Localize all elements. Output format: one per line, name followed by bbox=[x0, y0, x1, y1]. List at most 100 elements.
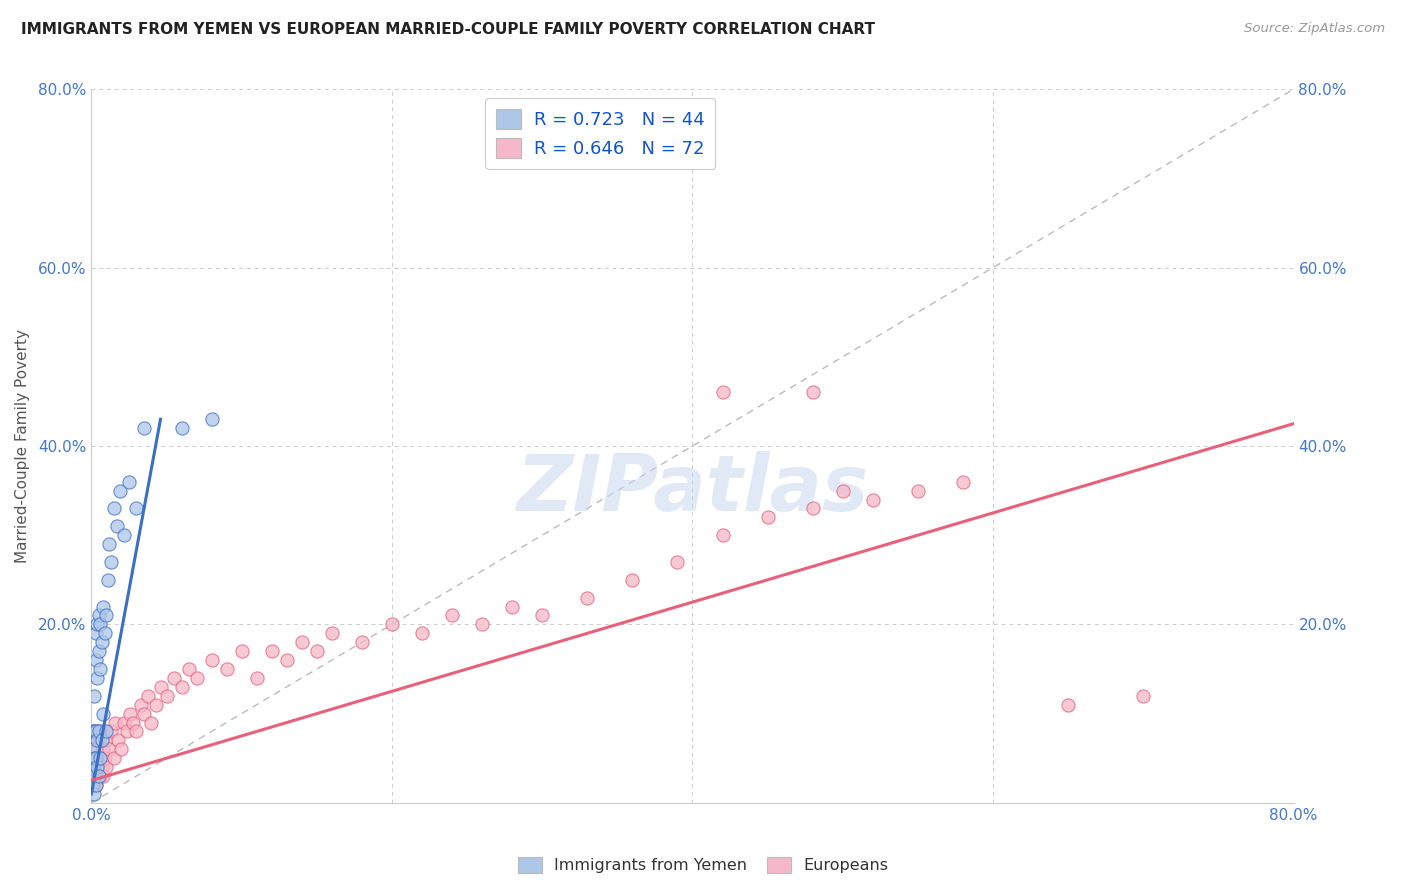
Point bbox=[350, 635, 373, 649]
Point bbox=[96, 724, 118, 739]
Point bbox=[831, 483, 853, 498]
Point bbox=[89, 733, 111, 747]
Point bbox=[105, 519, 128, 533]
Point bbox=[501, 599, 523, 614]
Point bbox=[1132, 689, 1154, 703]
Point bbox=[125, 724, 148, 739]
Point bbox=[141, 715, 163, 730]
Point bbox=[104, 715, 127, 730]
Point bbox=[89, 662, 111, 676]
Point bbox=[82, 742, 104, 756]
Point bbox=[87, 644, 110, 658]
Point bbox=[86, 617, 108, 632]
Text: IMMIGRANTS FROM YEMEN VS EUROPEAN MARRIED-COUPLE FAMILY POVERTY CORRELATION CHAR: IMMIGRANTS FROM YEMEN VS EUROPEAN MARRIE… bbox=[21, 22, 875, 37]
Point bbox=[83, 751, 105, 765]
Point bbox=[291, 635, 314, 649]
Point bbox=[132, 706, 155, 721]
Point bbox=[86, 760, 108, 774]
Point bbox=[801, 501, 824, 516]
Point bbox=[1057, 698, 1080, 712]
Point bbox=[108, 483, 131, 498]
Point bbox=[305, 644, 328, 658]
Point bbox=[138, 689, 160, 703]
Point bbox=[177, 662, 200, 676]
Point bbox=[83, 724, 105, 739]
Point bbox=[118, 475, 141, 489]
Point bbox=[907, 483, 929, 498]
Point bbox=[100, 555, 122, 569]
Point bbox=[84, 751, 107, 765]
Point bbox=[89, 751, 111, 765]
Point bbox=[84, 626, 107, 640]
Point bbox=[82, 778, 104, 792]
Point bbox=[83, 787, 105, 801]
Point bbox=[83, 769, 105, 783]
Legend: R = 0.723   N = 44, R = 0.646   N = 72: R = 0.723 N = 44, R = 0.646 N = 72 bbox=[485, 98, 716, 169]
Point bbox=[84, 751, 107, 765]
Point bbox=[97, 573, 120, 587]
Point bbox=[114, 528, 136, 542]
Point bbox=[471, 617, 494, 632]
Point bbox=[96, 760, 118, 774]
Point bbox=[246, 671, 269, 685]
Point bbox=[440, 608, 463, 623]
Point bbox=[90, 733, 112, 747]
Point bbox=[94, 751, 117, 765]
Point bbox=[94, 626, 117, 640]
Point bbox=[98, 537, 121, 551]
Point bbox=[86, 733, 108, 747]
Point bbox=[120, 706, 142, 721]
Legend: Immigrants from Yemen, Europeans: Immigrants from Yemen, Europeans bbox=[512, 850, 894, 880]
Point bbox=[110, 742, 132, 756]
Point bbox=[122, 715, 145, 730]
Point bbox=[129, 698, 152, 712]
Point bbox=[87, 760, 110, 774]
Text: Source: ZipAtlas.com: Source: ZipAtlas.com bbox=[1244, 22, 1385, 36]
Point bbox=[170, 421, 193, 435]
Point bbox=[163, 671, 186, 685]
Point bbox=[145, 698, 167, 712]
Point bbox=[952, 475, 974, 489]
Point bbox=[621, 573, 644, 587]
Point bbox=[260, 644, 283, 658]
Point bbox=[170, 680, 193, 694]
Point bbox=[531, 608, 554, 623]
Point bbox=[84, 778, 107, 792]
Point bbox=[862, 492, 884, 507]
Point bbox=[801, 385, 824, 400]
Point bbox=[276, 653, 298, 667]
Point bbox=[89, 769, 111, 783]
Point bbox=[90, 760, 112, 774]
Point bbox=[381, 617, 404, 632]
Point bbox=[86, 742, 108, 756]
Point bbox=[83, 769, 105, 783]
Point bbox=[93, 599, 115, 614]
Point bbox=[756, 510, 779, 524]
Point bbox=[100, 724, 122, 739]
Point bbox=[103, 751, 125, 765]
Point bbox=[321, 626, 343, 640]
Point bbox=[576, 591, 599, 605]
Point bbox=[87, 608, 110, 623]
Point bbox=[96, 733, 118, 747]
Point bbox=[666, 555, 689, 569]
Point bbox=[103, 501, 125, 516]
Point bbox=[86, 671, 108, 685]
Point bbox=[90, 635, 112, 649]
Point bbox=[411, 626, 433, 640]
Point bbox=[117, 724, 139, 739]
Point bbox=[711, 385, 734, 400]
Point bbox=[132, 421, 155, 435]
Point bbox=[186, 671, 208, 685]
Point bbox=[93, 769, 115, 783]
Point bbox=[201, 653, 224, 667]
Point bbox=[87, 724, 110, 739]
Point bbox=[84, 778, 107, 792]
Point bbox=[201, 412, 224, 426]
Point bbox=[86, 769, 108, 783]
Point bbox=[125, 501, 148, 516]
Point bbox=[87, 724, 110, 739]
Point bbox=[107, 733, 129, 747]
Point bbox=[711, 528, 734, 542]
Point bbox=[84, 724, 107, 739]
